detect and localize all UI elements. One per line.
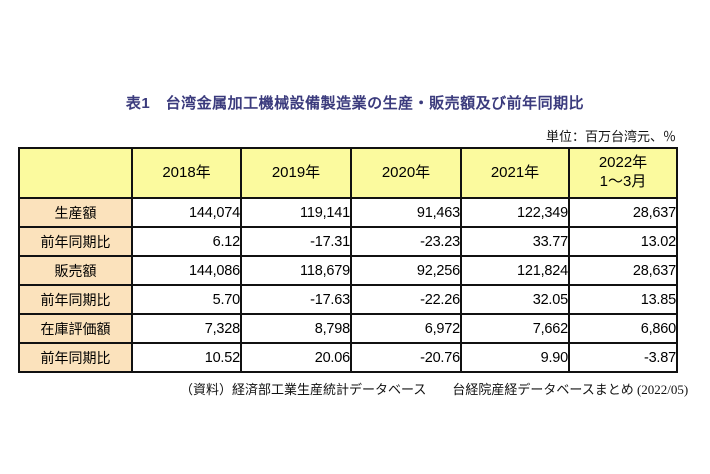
table-row-production: 生産額 144,074 119,141 91,463 122,349 28,63… <box>18 197 678 228</box>
value-cell: 9.90 <box>460 342 570 373</box>
value-cell: 122,349 <box>460 197 570 228</box>
data-table: 2018年 2019年 2020年 2021年 2022年 1～3月 生産額 1… <box>18 147 678 373</box>
row-label-cell: 在庫評価額 <box>18 313 133 344</box>
value-cell: 28,637 <box>568 255 678 286</box>
value-cell: 13.02 <box>568 226 678 257</box>
value-cell: 144,074 <box>131 197 242 228</box>
value-cell: 144,086 <box>131 255 242 286</box>
row-label-cell: 前年同期比 <box>18 284 133 315</box>
value-cell: -23.23 <box>350 226 462 257</box>
value-cell: 20.06 <box>240 342 352 373</box>
value-cell: 7,662 <box>460 313 570 344</box>
value-cell: 7,328 <box>131 313 242 344</box>
value-cell: 13.85 <box>568 284 678 315</box>
value-cell: 92,256 <box>350 255 462 286</box>
source-note: （資料）経済部工業生産統計データベース 台経院産経データベースまとめ (2022… <box>180 382 689 397</box>
table-title: 表1 台湾金属加工機械設備製造業の生産・販売額及び前年同期比 <box>125 95 585 112</box>
header-cell-2020: 2020年 <box>350 147 462 199</box>
header-cell-2021: 2021年 <box>460 147 570 199</box>
value-cell: -22.26 <box>350 284 462 315</box>
value-cell: 6,972 <box>350 313 462 344</box>
value-cell: -3.87 <box>568 342 678 373</box>
table-row-sales: 販売額 144,086 118,679 92,256 121,824 28,63… <box>18 255 678 286</box>
table-header-row: 2018年 2019年 2020年 2021年 2022年 1～3月 <box>18 147 678 199</box>
header-cell-2019: 2019年 <box>240 147 352 199</box>
row-label-cell: 前年同期比 <box>18 342 133 373</box>
value-cell: 8,798 <box>240 313 352 344</box>
value-cell: -20.76 <box>350 342 462 373</box>
value-cell: 118,679 <box>240 255 352 286</box>
value-cell: 32.05 <box>460 284 570 315</box>
value-cell: 91,463 <box>350 197 462 228</box>
value-cell: 119,141 <box>240 197 352 228</box>
value-cell: 121,824 <box>460 255 570 286</box>
table-row-inventory: 在庫評価額 7,328 8,798 6,972 7,662 6,860 <box>18 313 678 344</box>
row-label-cell: 販売額 <box>18 255 133 286</box>
row-label-cell: 前年同期比 <box>18 226 133 257</box>
value-cell: 6,860 <box>568 313 678 344</box>
value-cell: 28,637 <box>568 197 678 228</box>
value-cell: 10.52 <box>131 342 242 373</box>
table-row-sales-yoy: 前年同期比 5.70 -17.63 -22.26 32.05 13.85 <box>18 284 678 315</box>
header-2022-line1: 2022年 <box>598 154 648 172</box>
table-row-inventory-yoy: 前年同期比 10.52 20.06 -20.76 9.90 -3.87 <box>18 342 678 373</box>
value-cell: 5.70 <box>131 284 242 315</box>
header-cell-empty <box>18 147 133 199</box>
row-label-cell: 生産額 <box>18 197 133 228</box>
value-cell: 33.77 <box>460 226 570 257</box>
header-2022-line2: 1～3月 <box>599 173 647 190</box>
header-cell-2018: 2018年 <box>131 147 242 199</box>
table-row-production-yoy: 前年同期比 6.12 -17.31 -23.23 33.77 13.02 <box>18 226 678 257</box>
unit-note: 単位：百万台湾元、％ <box>545 129 676 144</box>
value-cell: -17.31 <box>240 226 352 257</box>
value-cell: 6.12 <box>131 226 242 257</box>
value-cell: -17.63 <box>240 284 352 315</box>
header-cell-2022q1: 2022年 1～3月 <box>568 147 678 199</box>
